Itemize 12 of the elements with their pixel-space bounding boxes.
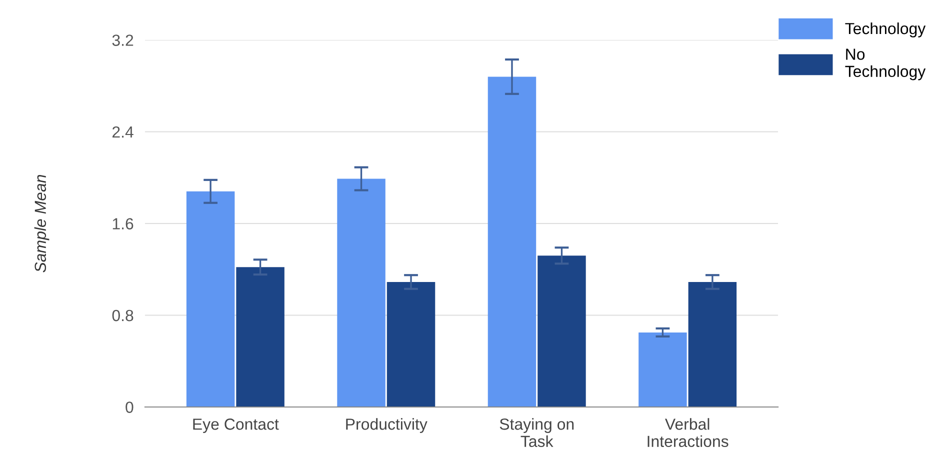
x-tick-label: Verbal Interactions (648, 418, 728, 448)
x-tick-label: Staying on Task (500, 418, 574, 448)
legend-label: No Technology (845, 48, 926, 80)
legend-label: Technology (845, 22, 926, 38)
y-tick-label: 2.4 (112, 126, 134, 138)
y-tick-label: 1.6 (112, 218, 134, 230)
x-tick-label: Eye Contact (193, 418, 279, 433)
x-tick-label: Productivity (346, 418, 428, 433)
y-tick-label: 0.8 (112, 310, 134, 322)
y-tick-label: 3.2 (112, 34, 134, 46)
y-axis-title: Sample Mean (34, 174, 50, 272)
y-tick-label: 0 (126, 402, 134, 413)
